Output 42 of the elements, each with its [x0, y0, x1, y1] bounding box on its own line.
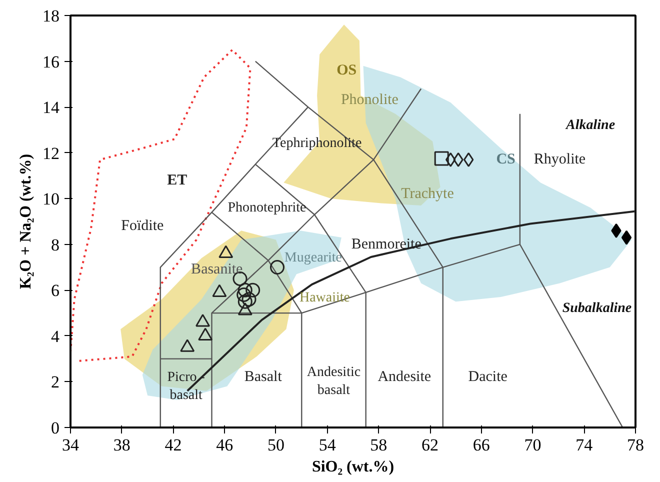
- y-tick-label: 0: [51, 418, 60, 438]
- annotation: Alkaline: [565, 118, 616, 133]
- annotation: Hawaiite: [299, 290, 350, 306]
- x-tick-label: 54: [318, 436, 336, 454]
- annotation: Basanite: [191, 262, 244, 278]
- annotation: OS: [336, 62, 357, 78]
- y-tick-label: 8: [51, 235, 60, 254]
- y-tick-label: 2: [51, 372, 60, 392]
- x-tick-label: 50: [267, 436, 284, 454]
- y-tick-label: 4: [51, 326, 60, 346]
- x-tick-label: 46: [216, 436, 234, 454]
- y-axis-title: K₂O + Na₂O (wt.%): [18, 154, 34, 290]
- x-tick-label: 78: [627, 436, 644, 454]
- annotation: Rhyolite: [534, 152, 586, 168]
- x-tick-label: 34: [62, 436, 80, 454]
- annotation: Subalkaline: [562, 300, 632, 316]
- annotation: Andesitic basalt: [306, 365, 361, 398]
- x-tick-label: 58: [370, 436, 388, 454]
- annotation: ET: [167, 172, 188, 188]
- annotation: CS: [496, 152, 516, 168]
- annotation: Basalt: [244, 369, 283, 386]
- x-tick-label: 62: [422, 436, 439, 454]
- annotation: Mugearite: [284, 250, 342, 266]
- y-tick-label: 18: [42, 6, 60, 26]
- y-tick-label: 16: [42, 52, 60, 72]
- x-tick-label: 70: [524, 436, 542, 454]
- x-axis-title: SiO₂ (wt.%): [312, 458, 394, 476]
- x-tick-label: 66: [472, 436, 490, 454]
- annotation: Phonolite: [340, 92, 399, 108]
- y-tick-label: 12: [42, 144, 60, 163]
- y-tick-label: 10: [42, 190, 60, 209]
- y-tick-label: 6: [51, 281, 60, 300]
- annotation: Foïdite: [121, 218, 164, 234]
- x-tick-label: 74: [576, 436, 594, 454]
- x-tick-label: 42: [164, 436, 182, 454]
- x-tick-label: 38: [113, 436, 130, 454]
- annotation: Benmoreite: [351, 236, 422, 252]
- y-tick-label: 14: [42, 98, 60, 118]
- annotation: Andesite: [378, 369, 432, 386]
- annotation: Trachyte: [401, 186, 454, 202]
- annotation: Phonotephrite: [228, 200, 306, 216]
- annotation: Dacite: [468, 369, 508, 386]
